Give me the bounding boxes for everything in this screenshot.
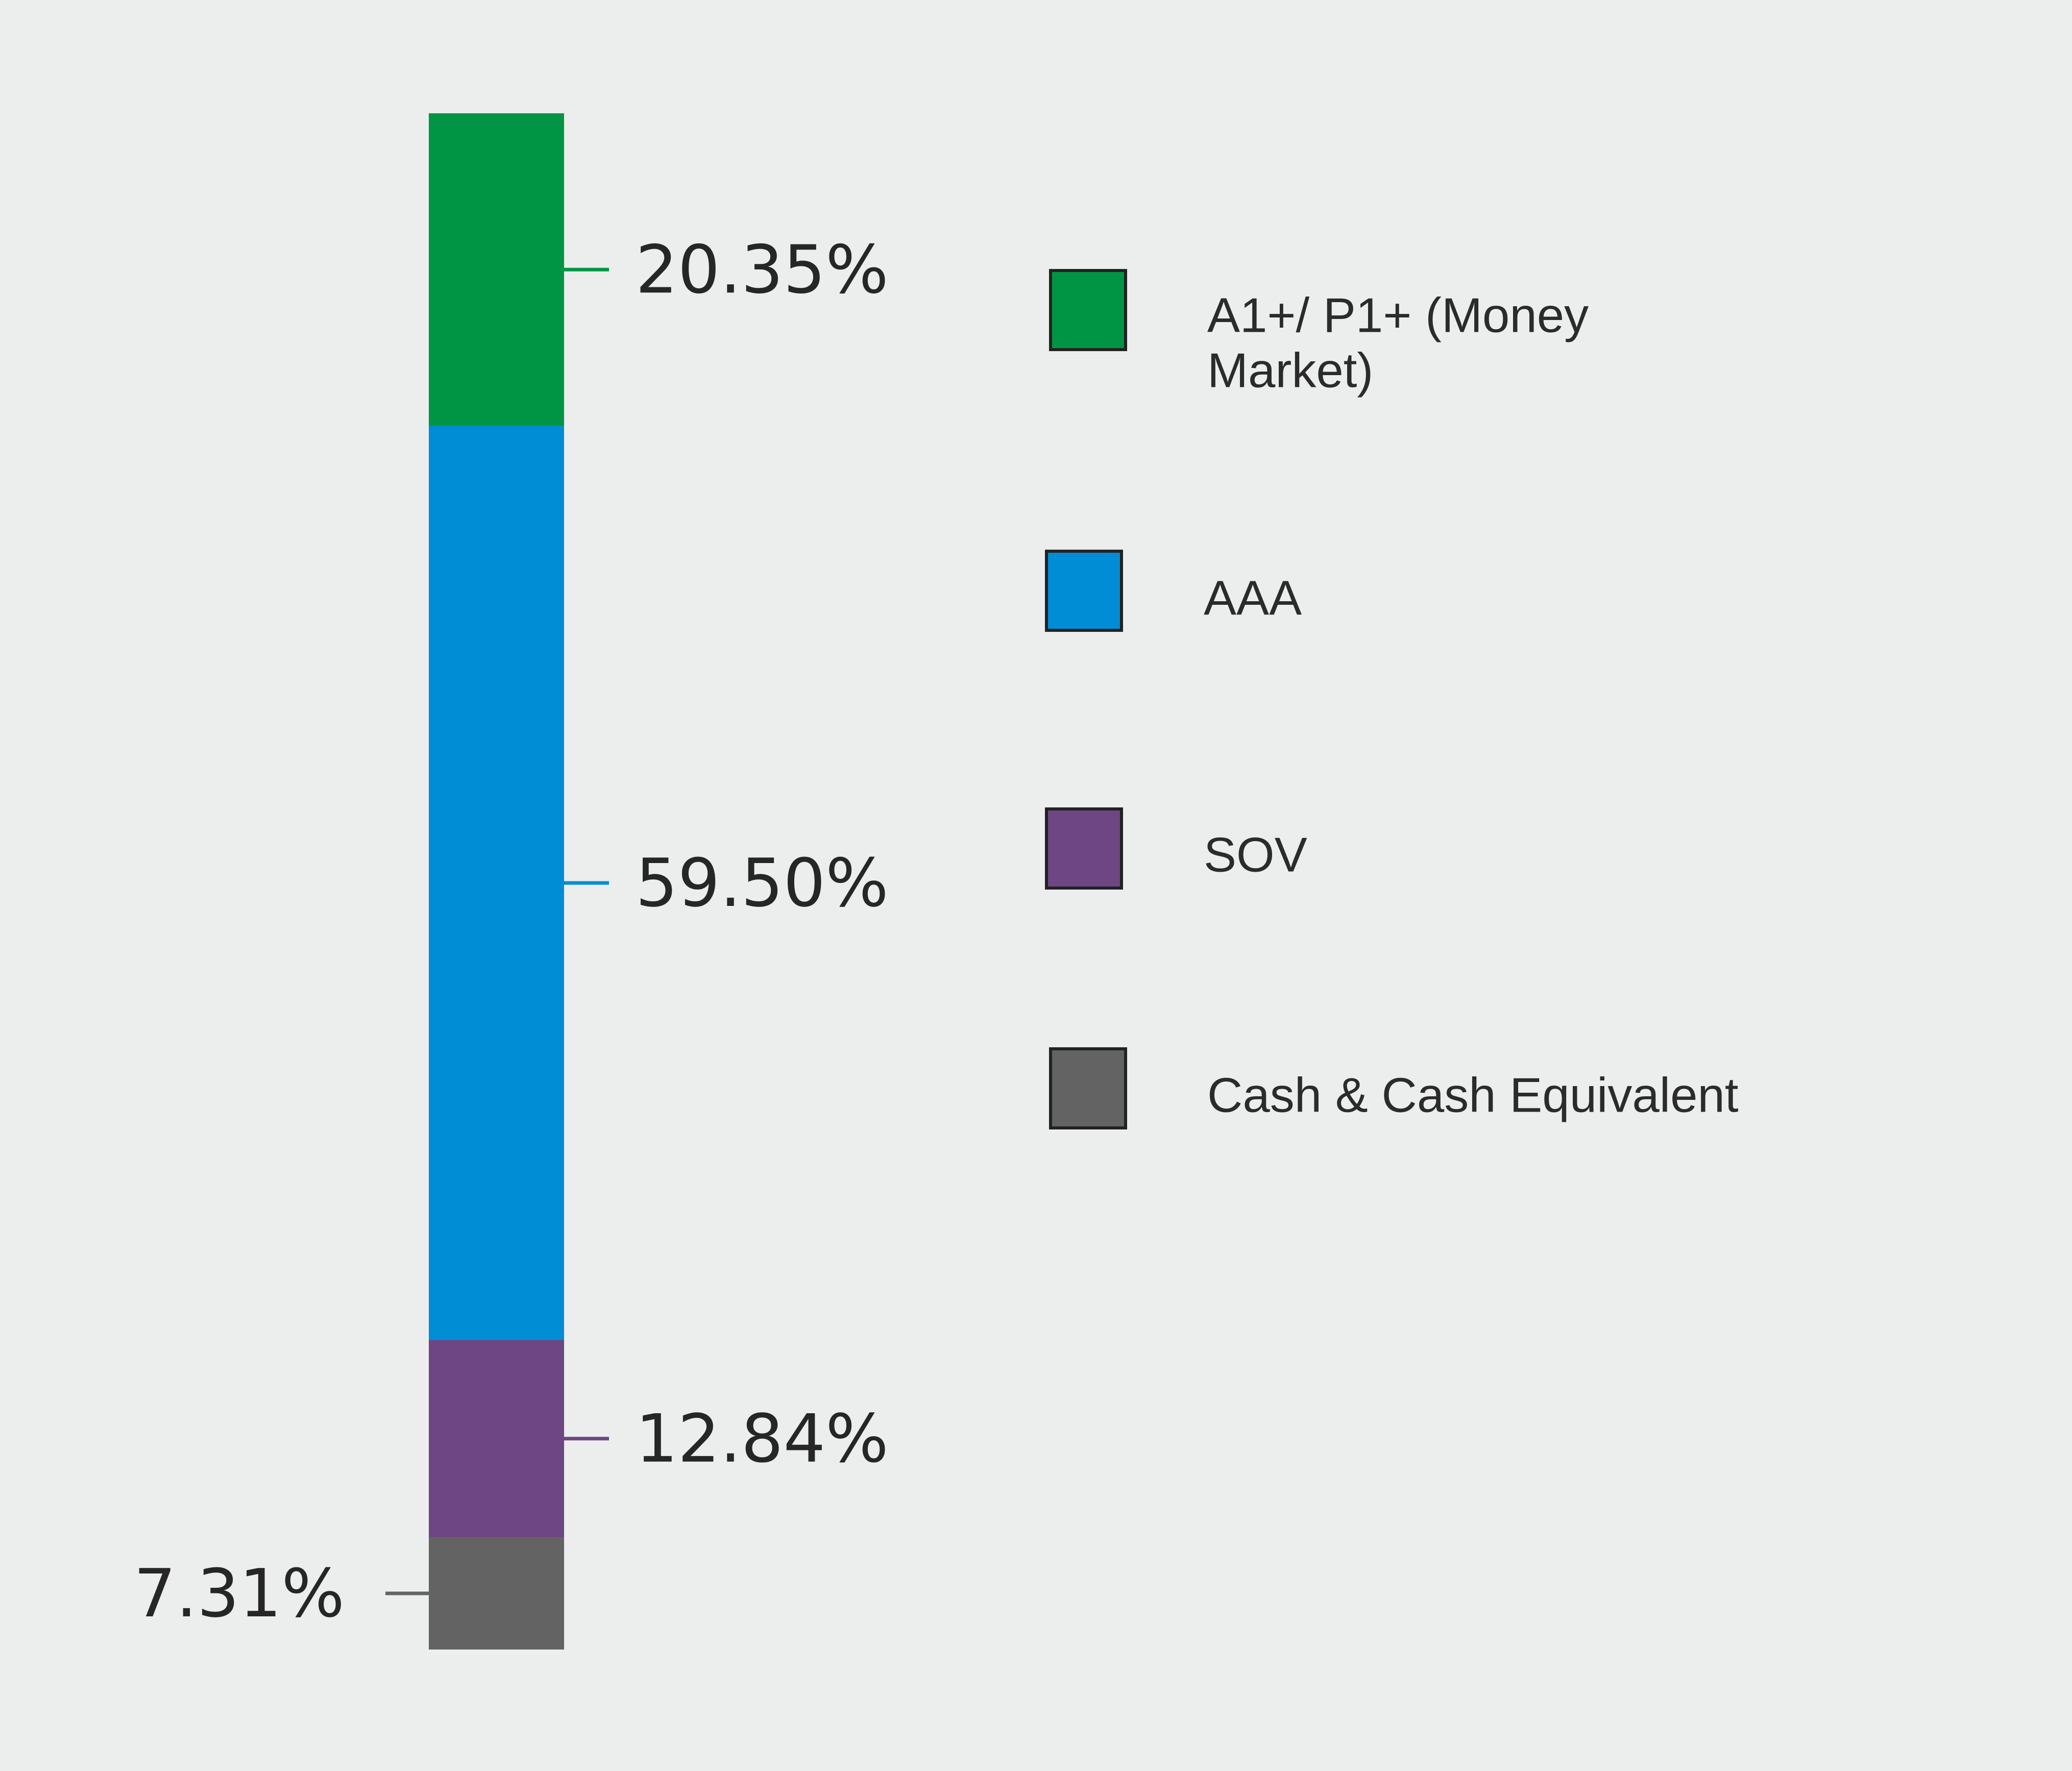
legend-label-sov: SOV (1204, 828, 1307, 882)
bar-segments (429, 113, 564, 1650)
legend-label-cash-cash-equivalent: Cash & Cash Equivalent (1207, 1068, 1739, 1123)
legend-item-cash-cash-equivalent: Cash & Cash Equivalent (1049, 1047, 1739, 1129)
data-label-sov: 12.84% (636, 1400, 889, 1478)
data-label-a1-p1-money-market: 20.35% (636, 231, 889, 308)
legend-label-aaa: AAA (1204, 571, 1302, 626)
legend-label-a1-p1-money-market-line-2: Market) (1207, 343, 1373, 398)
data-label-cash-cash-equivalent: 7.31% (134, 1555, 345, 1632)
bar-segment-cash-cash-equivalent (429, 1537, 564, 1650)
bar-segment-aaa (429, 426, 564, 1340)
bar-segment-sov (429, 1340, 564, 1537)
label-leader-lines (385, 267, 609, 1595)
data-label-aaa: 59.50% (636, 844, 889, 922)
legend-swatch-a1-p1-money-market (1049, 269, 1127, 351)
legend-item-aaa: AAA (1045, 550, 1302, 632)
legend-swatch-aaa (1045, 550, 1123, 632)
legend-label-a1-p1-money-market-line-1: A1+/ P1+ (Money (1207, 288, 1589, 343)
bar-segment-a1-p1-money-market (429, 113, 564, 426)
legend-swatch-sov (1045, 807, 1123, 890)
legend-swatch-cash-cash-equivalent (1049, 1047, 1127, 1129)
legend-item-sov: SOV (1045, 807, 1307, 890)
data-labels: 20.35% 59.50% 12.84% 7.31% (134, 231, 889, 1632)
